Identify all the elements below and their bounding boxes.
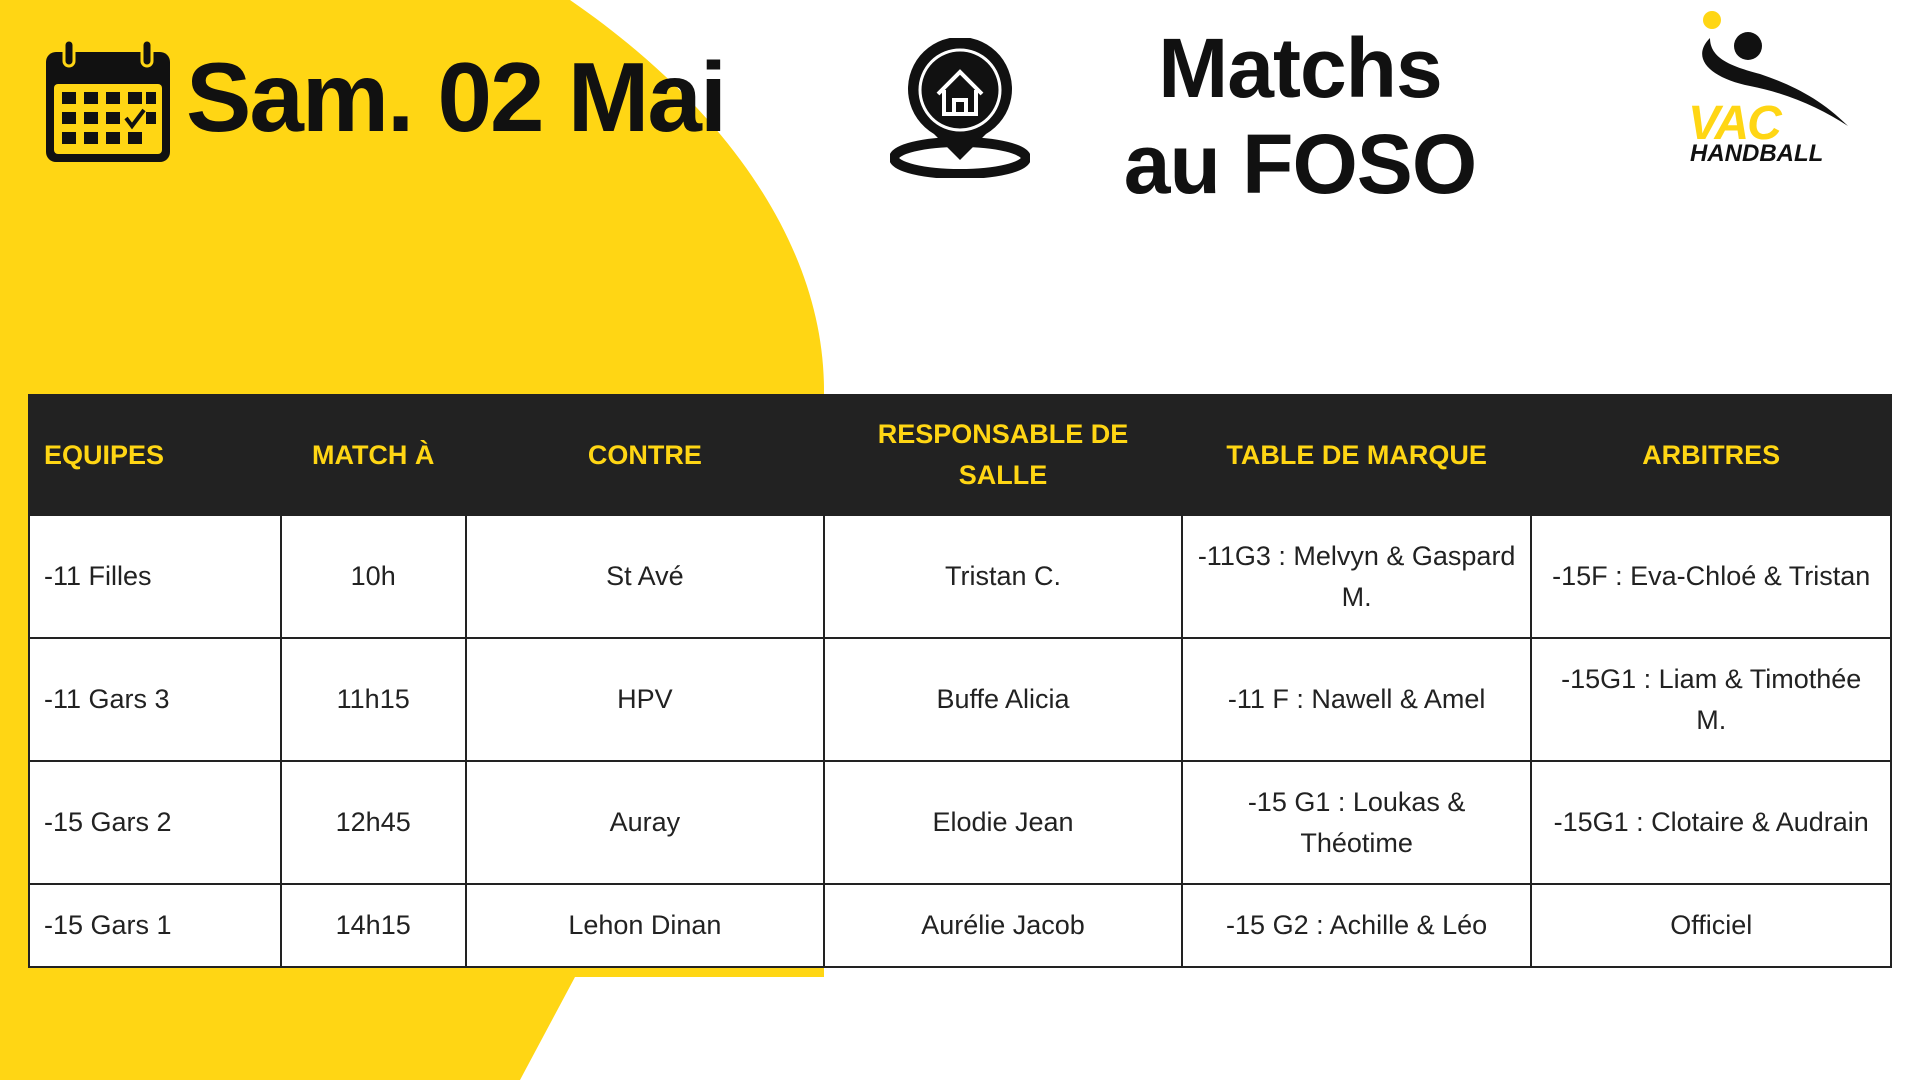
page-heading: Matchs au FOSO: [1120, 20, 1480, 212]
table-cell: HPV: [464, 637, 826, 762]
heading-line-1: Matchs: [1158, 21, 1442, 115]
table-cell: -15G1 : Clotaire & Audrain: [1530, 760, 1892, 885]
column-header: MATCH À: [279, 394, 467, 516]
table-cell: 14h15: [279, 883, 467, 968]
table-cell: -15 G2 : Achille & Léo: [1180, 883, 1533, 968]
table-cell: St Avé: [464, 514, 826, 639]
table-cell: -15G1 : Liam & Timothée M.: [1530, 637, 1892, 762]
table-cell: -11 Filles: [28, 514, 282, 639]
logo-text-vac: VAC: [1688, 97, 1782, 150]
table-cell: Officiel: [1530, 883, 1892, 968]
table-cell: -15 Gars 1: [28, 883, 282, 968]
table-cell: 12h45: [279, 760, 467, 885]
table-row: -15 Gars 2 12h45 Auray Elodie Jean -15 G1 : …: [28, 760, 1892, 885]
table-cell: -11G3 : Melvyn & Gaspard M.: [1180, 514, 1533, 639]
table-cell: Aurélie Jacob: [823, 883, 1183, 968]
table-cell: Elodie Jean: [823, 760, 1183, 885]
match-schedule-table: EQUIPES MATCH À CONTRE RESPONSABLE DE SA…: [28, 394, 1892, 968]
calendar-icon: [46, 38, 170, 162]
table-cell: Buffe Alicia: [823, 637, 1183, 762]
heading-line-2: au FOSO: [1123, 117, 1477, 211]
column-header: ARBITRES: [1530, 394, 1892, 516]
table-cell: -15 G1 : Loukas & Théotime: [1180, 760, 1533, 885]
table-row: -15 Gars 1 14h15 Lehon Dinan Aurélie Jacob -…: [28, 883, 1892, 968]
table-cell: 10h: [279, 514, 467, 639]
table-cell: Auray: [464, 760, 826, 885]
vac-handball-logo: [1702, 11, 1848, 126]
column-header: CONTRE: [464, 394, 826, 516]
logo-text-handball: HANDBALL: [1690, 140, 1824, 167]
table-cell: 11h15: [279, 637, 467, 762]
table-cell: Lehon Dinan: [464, 883, 826, 968]
table-row: -11 Gars 3 11h15 HPV Buffe Alicia -11 F : Na…: [28, 637, 1892, 762]
home-location-pin-icon: [890, 38, 1030, 178]
column-header: TABLE DE MARQUE: [1180, 394, 1533, 516]
column-header: EQUIPES: [28, 394, 282, 516]
table-cell: -15 Gars 2: [28, 760, 282, 885]
table-cell: -15F : Eva-Chloé & Tristan: [1530, 514, 1892, 639]
column-header: RESPONSABLE DE SALLE: [823, 394, 1183, 516]
table-cell: Tristan C.: [823, 514, 1183, 639]
table-header-row: EQUIPES MATCH À CONTRE RESPONSABLE DE SA…: [28, 394, 1892, 516]
date-title: Sam. 02 Mai: [186, 42, 727, 152]
table-row: -11 Filles 10h St Avé Tristan C. -11G3 : Mel…: [28, 514, 1892, 639]
table-cell: -11 F : Nawell & Amel: [1180, 637, 1533, 762]
table-cell: -11 Gars 3: [28, 637, 282, 762]
